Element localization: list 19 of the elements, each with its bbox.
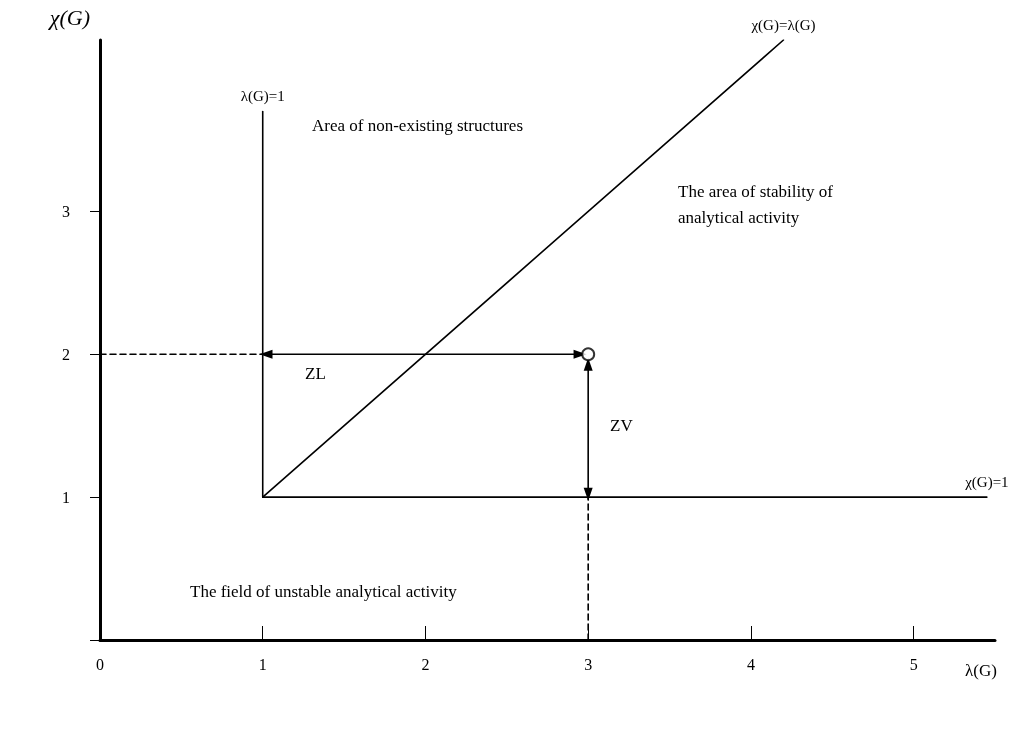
annotation: Area of non-existing structures	[312, 115, 524, 135]
y-axis-title: χ(G)	[47, 4, 90, 30]
x-tick-label: 0	[96, 655, 104, 673]
y-tick-label: 2	[62, 345, 70, 363]
x-tick-label: 4	[746, 655, 755, 673]
annotation: ZV	[610, 415, 634, 435]
x-tick-label: 5	[909, 655, 918, 673]
x-tick-label: 2	[421, 655, 430, 673]
annotation: ZL	[305, 363, 326, 383]
y-tick-label: 1	[62, 488, 70, 506]
annotation: The area of stability of analytical activity	[678, 181, 834, 227]
series-label: χ(G)=λ(G)	[750, 16, 816, 34]
series-label: λ(G)=1	[240, 87, 285, 105]
annotation: The field of unstable analytical activity	[190, 581, 458, 601]
y-tick-label: 3	[62, 202, 70, 220]
x-axis-title: λ(G)	[965, 661, 997, 680]
x-tick-label: 3	[584, 655, 593, 673]
x-tick-label: 1	[258, 655, 267, 673]
series-label: χ(G)=1	[964, 473, 1009, 491]
